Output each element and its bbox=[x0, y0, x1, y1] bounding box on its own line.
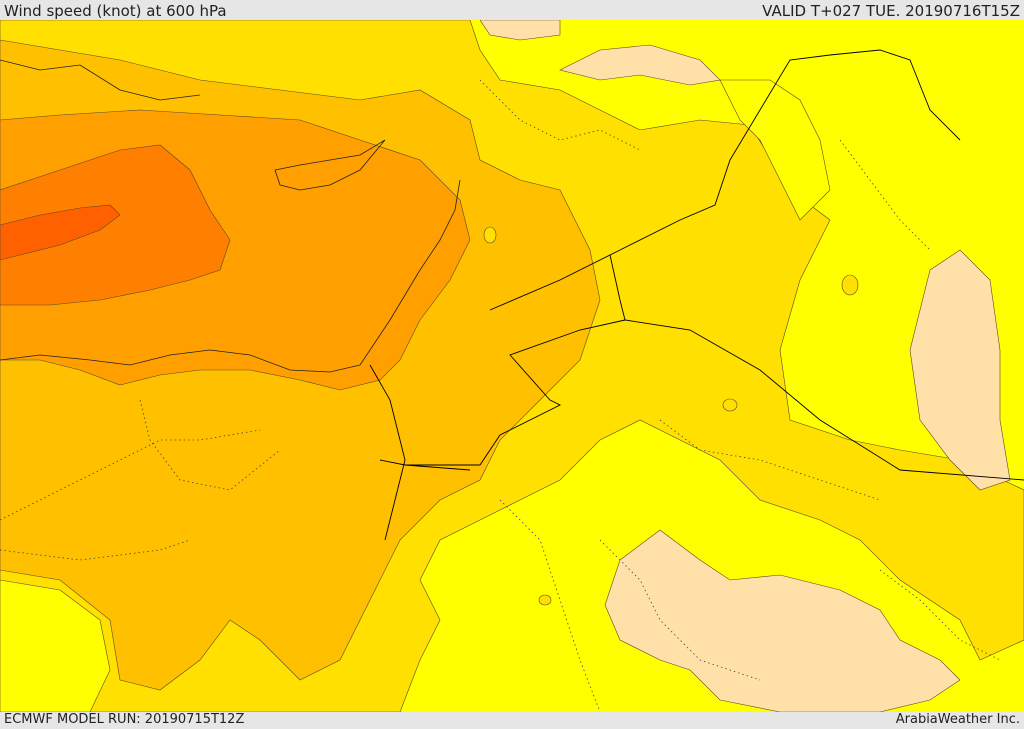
band-lightest-east bbox=[909, 249, 1011, 491]
band-darkorange bbox=[0, 144, 231, 306]
map-canvas bbox=[0, 20, 1024, 712]
coastlines bbox=[0, 59, 461, 373]
valid-time: VALID T+027 TUE. 20190716T15Z bbox=[762, 2, 1020, 20]
brand-credit: ArabiaWeather Inc. bbox=[895, 712, 1020, 727]
band-yellow-pocket-2 bbox=[0, 579, 111, 712]
band-lightest-south bbox=[604, 529, 961, 712]
small-features bbox=[483, 226, 859, 606]
borders bbox=[369, 49, 1024, 541]
model-run: ECMWF MODEL RUN: 20190715T12Z bbox=[4, 712, 245, 727]
band-yellow-pocket-1 bbox=[719, 79, 831, 221]
wind-speed-map bbox=[0, 20, 1024, 712]
map-footer: ECMWF MODEL RUN: 20190715T12Z ArabiaWeat… bbox=[0, 712, 1024, 729]
province-lines bbox=[0, 79, 1001, 712]
map-header: Wind speed (knot) at 600 hPa VALID T+027… bbox=[0, 0, 1024, 20]
band-red bbox=[0, 204, 121, 261]
map-title: Wind speed (knot) at 600 hPa bbox=[4, 2, 227, 20]
band-lightest-northwest bbox=[479, 20, 561, 41]
